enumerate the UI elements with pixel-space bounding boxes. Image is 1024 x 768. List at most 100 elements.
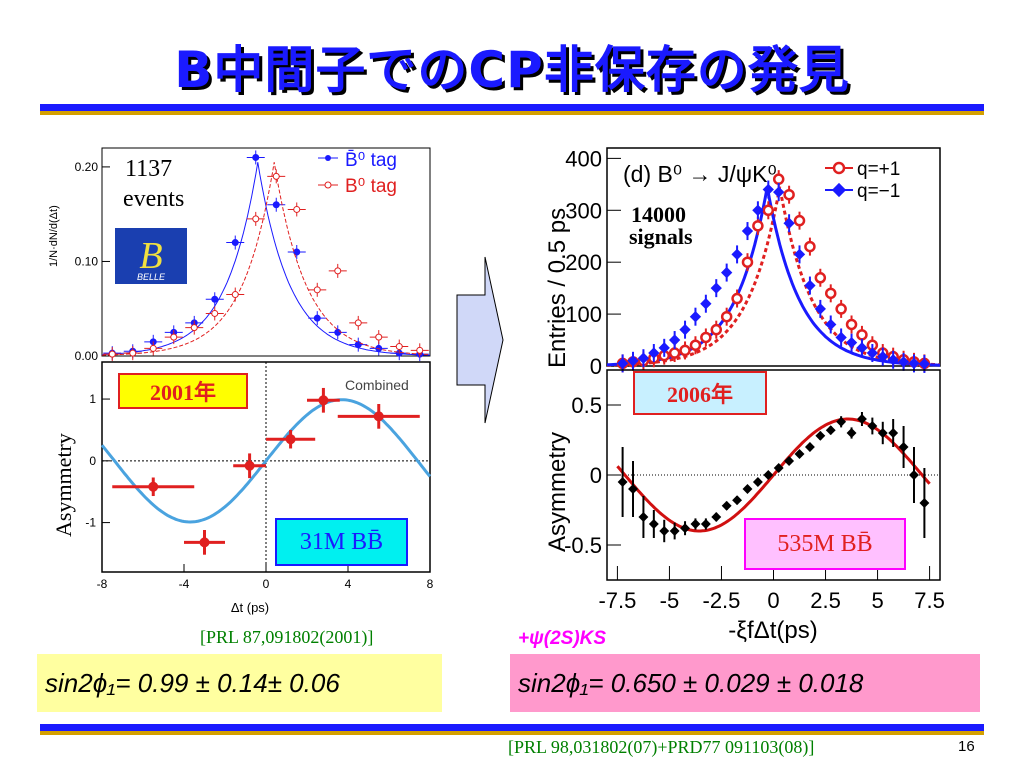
- data-point: [732, 495, 743, 506]
- y-tick-label: -1: [85, 516, 96, 530]
- data-point: [815, 430, 826, 441]
- y-tick-label: 0.10: [75, 254, 99, 268]
- x-tick-label: 0: [263, 577, 270, 591]
- data-point: [129, 349, 137, 357]
- data-point: [231, 291, 239, 299]
- data-point: [700, 331, 712, 344]
- data-point: [354, 319, 362, 327]
- bottom-rule-accent: [40, 731, 984, 735]
- left-result-formula: sin2ϕ₁= 0.99 ± 0.14± 0.06: [37, 654, 442, 712]
- data-point: [313, 314, 321, 322]
- x-tick-label: 8: [427, 577, 434, 591]
- data-point: [856, 342, 868, 354]
- data-point: [741, 256, 754, 268]
- legend-q-minus: q=−1: [825, 181, 900, 202]
- data-point: [252, 215, 260, 223]
- data-point: [680, 523, 690, 534]
- data-point: [395, 343, 403, 351]
- data-point: [898, 442, 909, 452]
- data-point: [814, 303, 826, 315]
- left-asymmetry-chart: Asymmetry Combined -1 0 1 -8 -4 0 4 8 Δt (ps): [51, 361, 434, 615]
- data-point: [668, 334, 681, 346]
- signals-word: signals: [629, 224, 693, 249]
- data-point: [773, 186, 785, 198]
- svg-text:B: B: [139, 235, 162, 277]
- data-point: [689, 311, 702, 323]
- data-point: [866, 347, 879, 359]
- data-point: [856, 329, 868, 341]
- svg-text:q=−1: q=−1: [857, 181, 900, 202]
- data-point: [231, 239, 239, 247]
- y-tick-label: 0.20: [75, 160, 99, 174]
- data-point: [752, 477, 763, 487]
- x-tick-label: -2.5: [703, 588, 741, 613]
- data-point: [272, 172, 280, 180]
- page-number: 16: [958, 738, 975, 755]
- data-point: [721, 266, 733, 279]
- data-point: [762, 204, 775, 217]
- events-count: 1137: [125, 156, 172, 182]
- data-point: [888, 428, 899, 438]
- top-rule: [40, 104, 984, 111]
- data-point: [375, 333, 383, 341]
- data-point: [211, 295, 219, 303]
- data-point: [846, 428, 857, 438]
- y-tick-label: 0: [590, 463, 602, 488]
- y-tick-label: 200: [565, 250, 602, 275]
- data-point: [825, 318, 837, 331]
- data-point: [804, 442, 815, 452]
- data-point: [373, 411, 384, 422]
- right-asymmetry-chart: Asymmetry -0.5 0 0.5 -7.5 -5 -2.5 0 2.5 5 7.5 -ξf…: [544, 369, 945, 644]
- data-point: [752, 204, 764, 216]
- right-result-formula: sin2ϕ₁= 0.650 ± 0.029 ± 0.018: [510, 654, 980, 712]
- x-tick-label: 4: [345, 577, 352, 591]
- svg-text:BELLE: BELLE: [137, 272, 166, 282]
- data-point: [710, 282, 722, 294]
- mode-label: +ψ(2S)KS: [518, 628, 607, 649]
- sample-535m-box: 535M BB̄: [744, 518, 906, 570]
- y-tick-label: 300: [565, 198, 602, 223]
- data-point: [334, 328, 342, 336]
- data-point: [637, 352, 650, 364]
- top-rule-accent: [40, 111, 984, 115]
- data-point: [836, 416, 847, 427]
- data-point: [313, 286, 321, 294]
- left-asym-ylabel: Asymmetry: [51, 433, 76, 537]
- data-point: [845, 336, 858, 349]
- data-point: [784, 456, 795, 466]
- legend-b0bar: B̄⁰ tag: [318, 150, 397, 171]
- data-point: [742, 484, 753, 494]
- data-point: [170, 333, 178, 341]
- data-point: [845, 318, 858, 331]
- legend-b0: B⁰ tag: [318, 176, 397, 197]
- data-point: [190, 324, 198, 332]
- x-tick-label: 0: [767, 588, 779, 613]
- left-xlabel: Δt (ps): [231, 600, 269, 615]
- y-tick-label: 400: [565, 146, 602, 171]
- right-entries-chart: Entries / 0.5 ps 0 100 200 300 400 (d) B⁰ → …: [544, 146, 941, 379]
- data-point: [835, 303, 847, 315]
- data-point: [293, 248, 301, 256]
- year-2001-box: 2001年: [118, 373, 248, 409]
- y-tick-label: 0.00: [75, 349, 99, 363]
- data-point: [783, 188, 795, 201]
- right-arrow-icon: [456, 256, 504, 424]
- y-tick-label: 0.5: [571, 393, 602, 418]
- data-point: [752, 220, 764, 232]
- bottom-rule: [40, 724, 984, 731]
- fit-curve: [616, 417, 931, 533]
- signals-count: 14000: [631, 202, 686, 227]
- data-point: [108, 350, 116, 358]
- data-point: [804, 279, 816, 292]
- svg-text:q=+1: q=+1: [857, 159, 900, 180]
- fit-curve: [102, 162, 431, 356]
- data-point: [659, 526, 670, 536]
- right-entries-ylabel: Entries / 0.5 ps: [544, 208, 571, 368]
- data-point: [814, 272, 827, 284]
- data-point: [721, 500, 732, 511]
- svg-text:B⁰ tag: B⁰ tag: [345, 176, 397, 197]
- decay-label: (d) B⁰ → J/ψK⁰: [623, 161, 777, 187]
- data-point: [763, 470, 774, 480]
- data-point: [877, 428, 888, 438]
- x-tick-label: 5: [871, 588, 883, 613]
